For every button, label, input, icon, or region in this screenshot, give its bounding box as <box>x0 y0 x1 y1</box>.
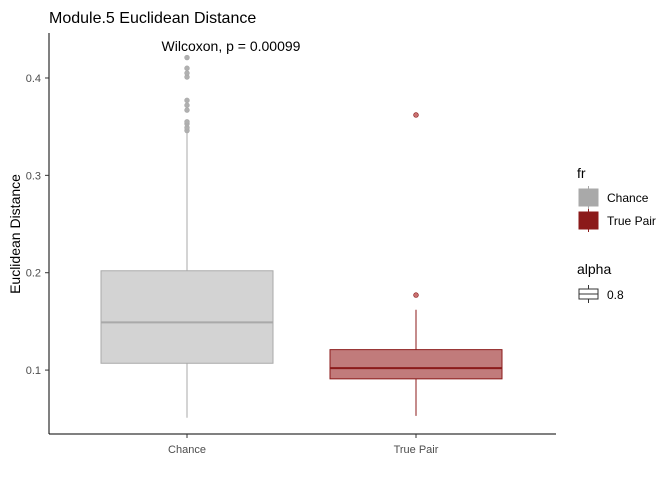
legend-label-true-pair: True Pair <box>607 214 656 228</box>
legend-label-chance: Chance <box>607 191 649 205</box>
outlier-point <box>413 292 419 298</box>
legend-key-alpha <box>578 285 599 303</box>
outlier-point <box>184 107 190 113</box>
wilcoxon-annotation: Wilcoxon, p = 0.00099 <box>162 38 301 54</box>
y-axis-label: Euclidean Distance <box>7 174 23 294</box>
legend: fr Chance True Pair alpha <box>577 165 656 303</box>
chart-title: Module.5 Euclidean Distance <box>49 10 256 27</box>
legend-key-chance <box>578 186 599 209</box>
y-tick-label: 0.1 <box>26 365 41 377</box>
x-tick-label: Chance <box>168 444 206 456</box>
legend-label-alpha: 0.8 <box>607 288 624 302</box>
plot-area <box>100 54 503 418</box>
outlier-point <box>184 54 190 61</box>
y-tick-label: 0.2 <box>26 268 41 280</box>
y-tick-label: 0.4 <box>26 73 41 85</box>
axis-ticks: 0.1 0.2 0.3 0.4 Chance True Pair <box>26 73 439 456</box>
legend-alpha-title: alpha <box>577 261 611 277</box>
legend-item-true-pair: True Pair <box>578 209 656 232</box>
outlier-point <box>184 119 190 125</box>
box-iqr <box>100 270 274 364</box>
legend-item-chance: Chance <box>578 186 649 209</box>
outlier-point <box>184 102 190 108</box>
outlier-point <box>413 112 419 118</box>
box-chance <box>100 54 274 418</box>
y-tick-label: 0.3 <box>26 170 41 182</box>
legend-key-true-pair <box>578 209 599 232</box>
x-tick-label: True Pair <box>394 444 439 456</box>
outlier-point <box>184 70 190 76</box>
legend-fr-title: fr <box>577 165 586 181</box>
box-true-pair <box>329 112 503 416</box>
outlier-point <box>184 97 190 104</box>
outlier-point <box>184 65 190 71</box>
box-iqr <box>329 349 503 380</box>
legend-item-alpha: 0.8 <box>578 285 624 303</box>
